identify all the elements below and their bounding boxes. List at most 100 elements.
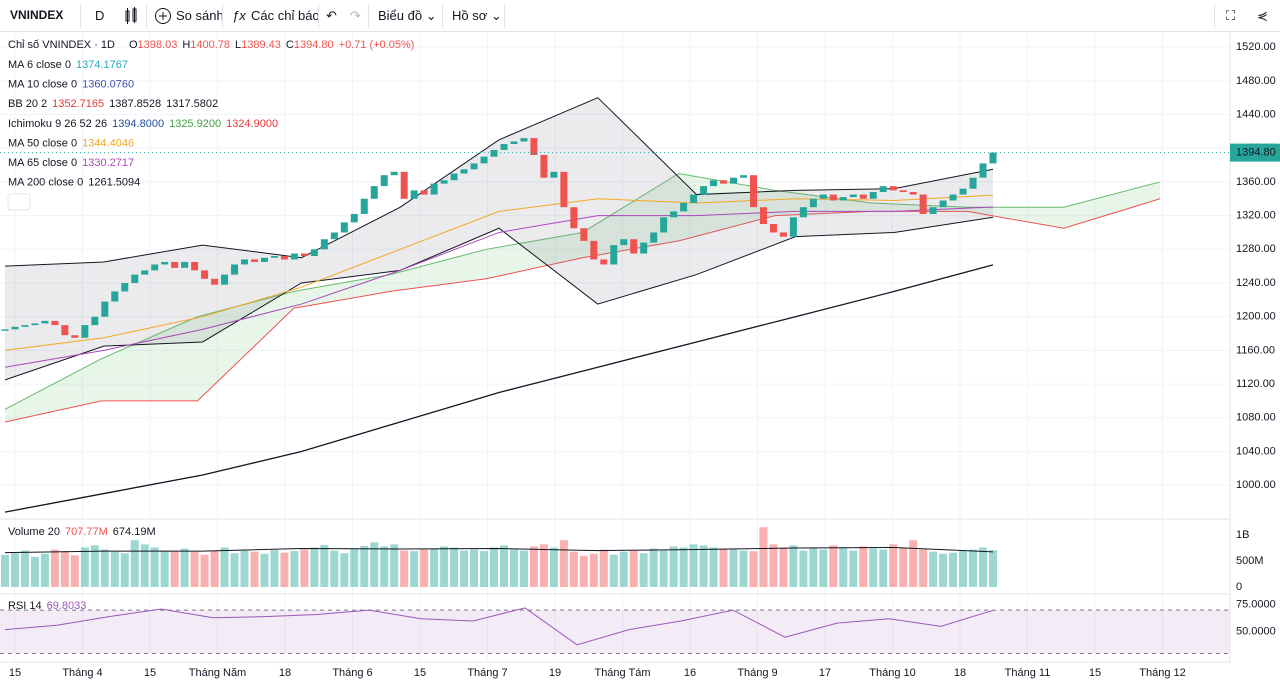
chart: 15 Tháng 4 15 Tháng Năm 18 Tháng 6 15 Tháng 7 19… bbox=[0, 32, 1280, 682]
volume-bar bbox=[629, 550, 638, 588]
volume-bar bbox=[659, 550, 668, 588]
candle-type-icon[interactable] bbox=[124, 7, 138, 25]
chart-menu-button[interactable]: Biểu đồ ⌄ bbox=[378, 8, 437, 23]
indicator-legend: MA 200 close 0 1261.5094 bbox=[8, 177, 140, 189]
volume-bar bbox=[60, 551, 69, 588]
volume-bar bbox=[30, 556, 39, 588]
volume-bar bbox=[839, 547, 848, 588]
candle bbox=[580, 228, 588, 241]
candle bbox=[490, 149, 498, 157]
collapse-legend-button[interactable] bbox=[7, 193, 31, 211]
legend-part: C bbox=[286, 39, 294, 51]
y-tick-label: 1480.00 bbox=[1236, 75, 1276, 87]
profile-button[interactable]: Hồ sơ ⌄ bbox=[452, 8, 502, 23]
share-button[interactable]: ⋞ bbox=[1257, 8, 1268, 23]
interval-button[interactable]: D bbox=[95, 8, 105, 23]
fx-icon[interactable]: ƒx bbox=[232, 8, 246, 23]
volume-bar bbox=[499, 545, 508, 588]
candle bbox=[909, 192, 917, 195]
candle bbox=[859, 194, 867, 199]
candle bbox=[929, 207, 937, 214]
volume-bar bbox=[619, 551, 628, 588]
candle bbox=[400, 171, 408, 199]
candle bbox=[350, 213, 358, 223]
volume-bar bbox=[719, 548, 728, 588]
volume-bar bbox=[779, 547, 788, 588]
compare-button[interactable]: So sánh bbox=[176, 8, 224, 23]
candle bbox=[949, 194, 957, 201]
candle bbox=[899, 190, 907, 193]
volume-bar bbox=[120, 553, 129, 588]
y-tick-label: 1080.00 bbox=[1236, 412, 1276, 424]
volume-bar bbox=[689, 544, 698, 588]
candle bbox=[730, 177, 738, 184]
legend-part: 1352.7165 bbox=[52, 98, 104, 110]
separator bbox=[368, 4, 369, 28]
x-tick-label: 15 bbox=[414, 667, 426, 679]
candle bbox=[500, 144, 508, 150]
volume-bar bbox=[539, 544, 548, 588]
volume-bar bbox=[350, 548, 359, 588]
y-tick-label: 1000.00 bbox=[1236, 479, 1276, 491]
x-tick-label: Tháng 11 bbox=[1005, 667, 1051, 679]
chart-menu-label: Biểu đồ bbox=[378, 8, 423, 23]
x-tick-label: Tháng 4 bbox=[62, 667, 102, 679]
x-tick-label: Tháng Tám bbox=[594, 667, 650, 679]
legend-part: MA 50 close 0 bbox=[8, 137, 77, 149]
volume-bar bbox=[899, 547, 908, 588]
fullscreen-button[interactable]: ⛶ bbox=[1226, 8, 1236, 23]
candle bbox=[141, 270, 149, 275]
candle bbox=[769, 224, 777, 233]
candle bbox=[700, 186, 708, 195]
volume-bar bbox=[130, 540, 139, 588]
volume-bar bbox=[230, 553, 239, 588]
candle bbox=[51, 320, 59, 326]
volume-bar bbox=[10, 553, 19, 588]
candle bbox=[430, 183, 438, 195]
volume-bar bbox=[889, 544, 898, 588]
legend-part: MA 65 close 0 bbox=[8, 157, 77, 169]
legend-part: 1324.9000 bbox=[226, 118, 278, 130]
legend-part: 1400.78 bbox=[190, 39, 230, 51]
x-tick-label: Tháng 10 bbox=[869, 667, 915, 679]
candle bbox=[740, 175, 748, 178]
volume-bar bbox=[240, 550, 249, 588]
y-tick-label: 1200.00 bbox=[1236, 311, 1276, 323]
volume-bar bbox=[959, 550, 968, 588]
symbol-button[interactable]: VNINDEX bbox=[10, 8, 64, 22]
candle bbox=[61, 325, 69, 336]
legend-part: 1261.5094 bbox=[88, 177, 140, 189]
candle bbox=[869, 192, 877, 199]
volume-bar bbox=[160, 550, 169, 588]
ma200-line bbox=[4, 264, 994, 513]
ichimoku-span-b bbox=[4, 198, 1161, 423]
candle bbox=[959, 188, 967, 195]
candle bbox=[749, 175, 757, 208]
y-tick-label: 1160.00 bbox=[1236, 344, 1275, 356]
candle bbox=[410, 190, 418, 199]
redo-button[interactable]: ↷ bbox=[350, 8, 361, 23]
candle bbox=[530, 138, 538, 155]
candle bbox=[889, 186, 897, 191]
candle bbox=[660, 217, 668, 233]
volume-bar bbox=[310, 547, 319, 588]
x-tick-label: 15 bbox=[9, 667, 21, 679]
volume-bar bbox=[649, 548, 658, 588]
indicator-legend: MA 50 close 0 1344.4046 bbox=[8, 137, 134, 149]
candle bbox=[450, 173, 458, 181]
legend-part: 1394.80 bbox=[294, 39, 334, 51]
undo-button[interactable]: ↶ bbox=[326, 8, 337, 23]
indicators-button[interactable]: Các chỉ báo bbox=[251, 8, 320, 23]
candle bbox=[181, 261, 189, 268]
separator bbox=[504, 4, 505, 28]
compare-icon[interactable] bbox=[154, 7, 172, 25]
candle bbox=[101, 301, 109, 317]
rsi-legend: RSI 14 69.8033 bbox=[8, 600, 86, 612]
x-tick-label: Tháng 9 bbox=[737, 667, 777, 679]
volume-bar bbox=[849, 550, 858, 588]
candle bbox=[540, 154, 548, 178]
legend-part: 1394.8000 bbox=[112, 118, 164, 130]
candle bbox=[151, 264, 159, 271]
x-tick-label: 18 bbox=[954, 667, 966, 679]
